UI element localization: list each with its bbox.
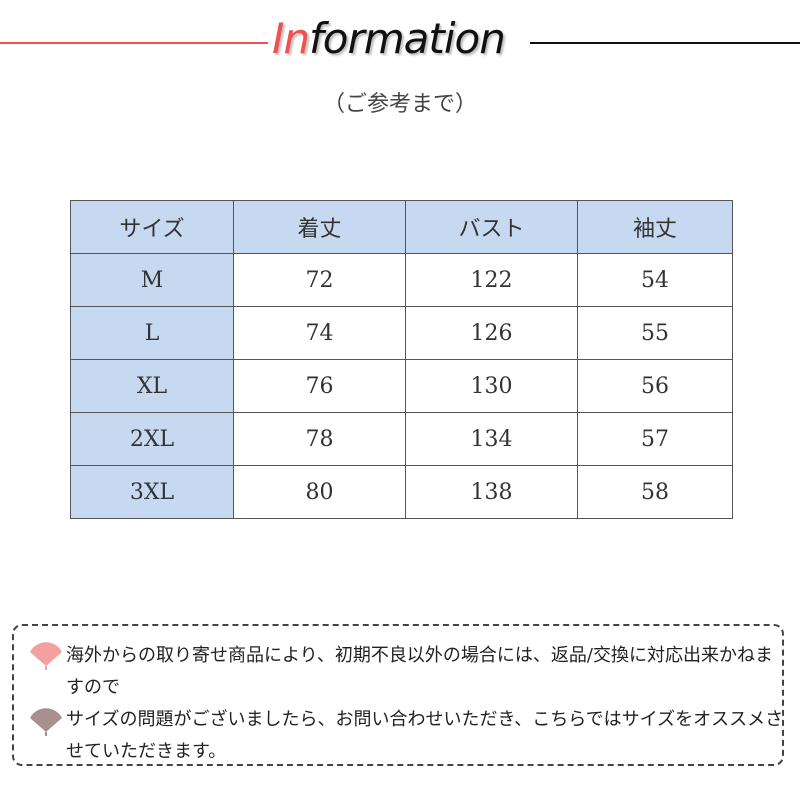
right-divider-line: [530, 42, 800, 44]
table-cell: 80: [233, 465, 406, 519]
table-header-row: サイズ 着丈 バスト 袖丈: [70, 200, 733, 254]
header-cell: サイズ: [70, 200, 234, 254]
table-cell: 126: [405, 306, 578, 360]
size-table: サイズ 着丈 バスト 袖丈 M 72 122 54 L 74 126 55 XL 76 130 56 2…: [70, 200, 733, 519]
table-cell: XL: [70, 359, 234, 413]
table-cell: 138: [405, 465, 578, 519]
table-cell: 74: [233, 306, 406, 360]
table-row: 3XL 80 138 58: [70, 465, 733, 519]
table-row: XL 76 130 56: [70, 359, 733, 413]
fan-icon: [30, 708, 62, 736]
table-cell: 2XL: [70, 412, 234, 466]
header-cell: 着丈: [233, 200, 406, 254]
header-cell: バスト: [405, 200, 578, 254]
table-cell: M: [70, 253, 234, 307]
table-cell: 134: [405, 412, 578, 466]
table-cell: L: [70, 306, 234, 360]
table-row: 2XL 78 134 57: [70, 412, 733, 466]
title-rest: formation: [309, 14, 506, 63]
table-cell: 3XL: [70, 465, 234, 519]
table-cell: 58: [577, 465, 733, 519]
table-cell: 72: [233, 253, 406, 307]
table-cell: 55: [577, 306, 733, 360]
table-cell: 54: [577, 253, 733, 307]
notice-box: 海外からの取り寄せ商品により、初期不良以外の場合には、返品/交換に対応出来かねま…: [12, 624, 784, 766]
table-cell: 78: [233, 412, 406, 466]
notice-item-2: サイズの問題がございましたら、お問い合わせいただき、こちらではサイズをオススメさ…: [66, 709, 784, 762]
subtitle: （ご参考まで）: [322, 92, 477, 117]
header-cell: 袖丈: [577, 200, 733, 254]
title-accent: In: [272, 14, 310, 63]
table-cell: 76: [233, 359, 406, 413]
left-divider-line: [0, 42, 268, 44]
table-cell: 122: [405, 253, 578, 307]
notice-item-1: 海外からの取り寄せ商品により、初期不良以外の場合には、返品/交換に対応出来かねま…: [66, 645, 773, 698]
table-row: L 74 126 55: [70, 306, 733, 360]
table-cell: 130: [405, 359, 578, 413]
page-title: Information: [272, 14, 506, 63]
table-row: M 72 122 54: [70, 253, 733, 307]
table-cell: 57: [577, 412, 733, 466]
table-cell: 56: [577, 359, 733, 413]
fan-icon: [30, 642, 62, 670]
